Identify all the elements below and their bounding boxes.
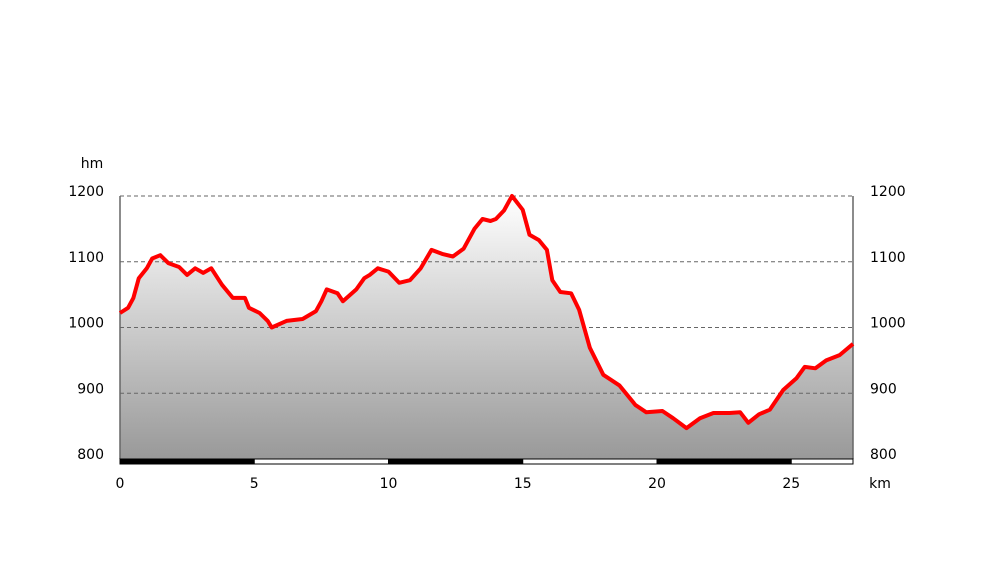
x-tick-label: 20 [648,476,666,492]
y-axis-label: hm [81,156,104,172]
y-tick-label: 800 [77,447,104,463]
x-tick-label: 15 [514,476,532,492]
y2-tick-label: 800 [870,447,897,463]
y-tick-label: 1100 [68,250,104,266]
y2-tick-label: 1000 [870,316,906,332]
elevation-line [118,194,855,431]
y2-tick-label: 1100 [870,250,906,266]
x-scale-segment [656,459,792,464]
x-tick-label: 0 [116,476,125,492]
y-tick-label: 1200 [68,184,104,200]
x-scale-segment [388,459,523,464]
x-tick-label: 5 [250,476,259,492]
y-tick-label: 900 [77,381,104,397]
y2-tick-label: 900 [870,381,897,397]
y2-tick-label: 1200 [870,184,906,200]
x-tick-label: 25 [782,476,800,492]
x-tick-label: 10 [380,476,398,492]
y-tick-label: 1000 [68,316,104,332]
x-axis-label: km [869,476,891,492]
x-scale-segment [120,459,255,464]
